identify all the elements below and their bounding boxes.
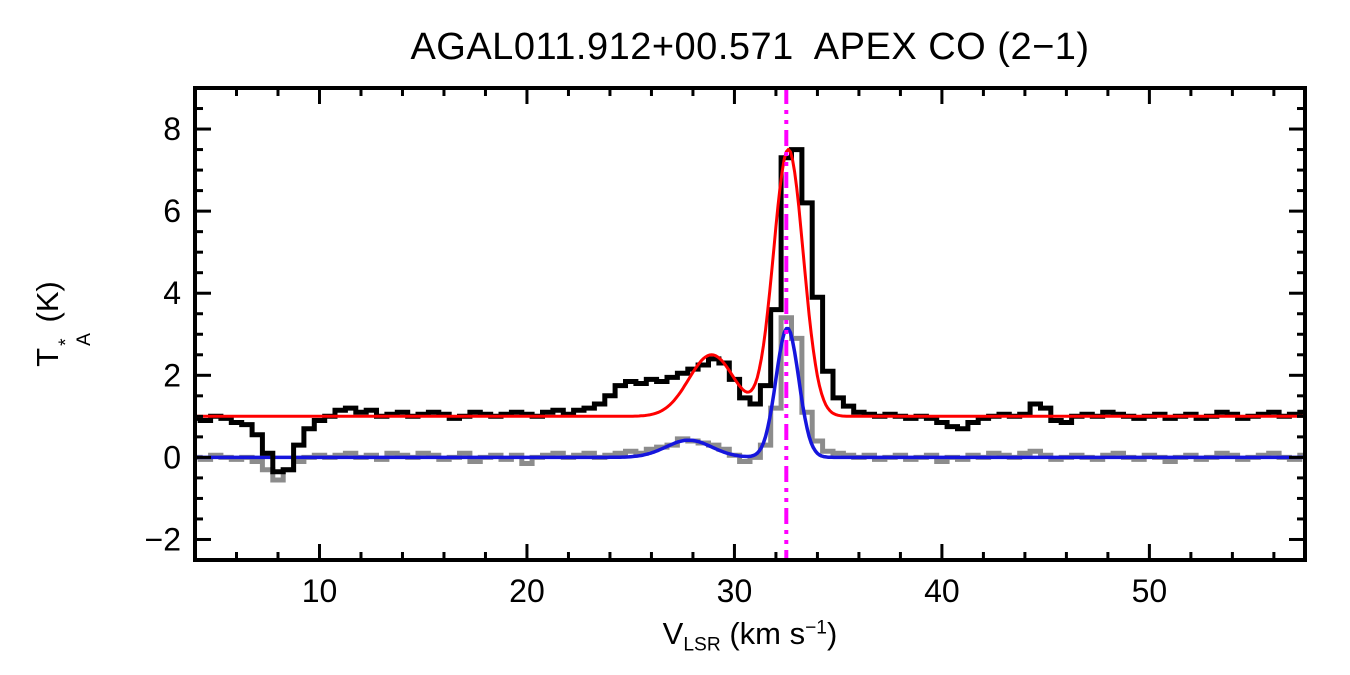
x-tick-label: 10 (302, 573, 338, 609)
xlabel-sub: LSR (683, 634, 721, 656)
ylabel-end: (K) (30, 281, 66, 332)
y-axis-label: T * A (K) (30, 281, 96, 367)
y-tick-label: −2 (145, 521, 181, 557)
y-tick-label: 2 (163, 357, 181, 393)
plot-title: AGAL011.912+00.571 APEX CO (2−1) (410, 26, 1090, 68)
y-tick-label: 0 (163, 439, 181, 475)
xlabel-main: V (662, 616, 684, 651)
xlabel-end: ) (827, 616, 838, 651)
xlabel-sup: −1 (805, 617, 827, 639)
plot-contents (195, 88, 1305, 560)
x-tick-label: 20 (509, 573, 545, 609)
y-tick-label: 6 (163, 193, 181, 229)
x-tick-label: 50 (1132, 573, 1168, 609)
ylabel-subsup: * A (57, 333, 96, 346)
xlabel-mid: (km s (720, 616, 806, 651)
x-tick-label: 40 (924, 573, 960, 609)
x-tick-label: 30 (717, 573, 753, 609)
y-tick-label: 4 (163, 275, 181, 311)
x-axis-label: VLSR (km s−1) (195, 616, 1305, 657)
axes-frame (193, 86, 1307, 562)
blue-gaussian-fit (195, 326, 1305, 460)
red-gaussian-fit (195, 147, 1305, 418)
ylabel-sub: A (74, 333, 96, 346)
ylabel-main: T (30, 347, 66, 367)
black-spectrum-offset-1K (195, 147, 1305, 475)
y-tick-label: 8 (163, 111, 181, 147)
